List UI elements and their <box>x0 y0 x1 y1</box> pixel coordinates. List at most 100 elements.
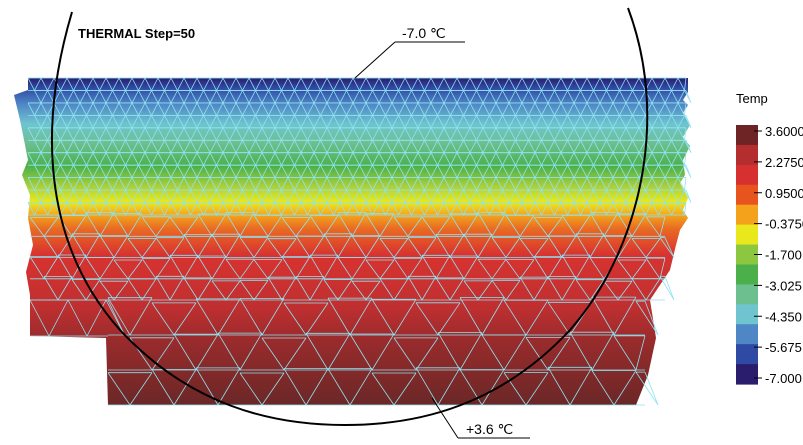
mesh-edge <box>34 177 42 191</box>
mesh-edge <box>92 177 100 191</box>
mesh-edge <box>333 165 341 178</box>
mesh-edge <box>300 102 308 116</box>
mesh-edge <box>476 189 484 203</box>
mesh-edge <box>554 189 562 203</box>
mesh-edge <box>92 115 100 128</box>
mesh-edge <box>528 202 536 216</box>
mesh-edge <box>372 202 380 216</box>
mesh-edge <box>170 90 178 104</box>
mesh-edge <box>170 152 178 166</box>
mesh-edge <box>105 77 113 91</box>
mesh-edge <box>112 102 120 116</box>
mesh-edge <box>573 90 581 104</box>
mesh-edge <box>118 165 126 178</box>
mesh-edge <box>60 90 68 104</box>
mesh-edge <box>586 90 594 104</box>
mesh-edge <box>209 177 217 191</box>
mesh-edge <box>573 115 581 128</box>
mesh-edge <box>463 90 471 104</box>
mesh-edge <box>417 189 425 203</box>
mesh-edge <box>541 90 549 104</box>
mesh-edge <box>619 115 627 128</box>
mesh-edge <box>437 140 445 153</box>
mesh-edge <box>40 165 48 178</box>
mesh-edge <box>157 202 165 216</box>
mesh-edge <box>326 189 334 203</box>
mesh-edge <box>190 90 198 104</box>
mesh-edge <box>671 202 679 216</box>
mesh-edge <box>222 189 230 203</box>
mesh-edge <box>164 127 172 141</box>
mesh-edge <box>170 189 178 203</box>
mesh-edge <box>131 152 139 166</box>
mesh-edge <box>591 331 615 371</box>
legend-tick-label: -0.3750 <box>765 217 803 232</box>
mesh-edge <box>131 90 139 104</box>
mesh-edge <box>404 152 412 166</box>
mesh-edge <box>463 102 471 116</box>
mesh-edge <box>127 213 143 237</box>
mesh-edge <box>307 102 315 116</box>
mesh-edge <box>242 77 250 91</box>
mesh-edge <box>547 217 563 237</box>
mesh-edge <box>645 257 661 280</box>
mesh-edge <box>502 165 510 178</box>
mesh-edge <box>268 102 276 116</box>
mesh-edge <box>385 165 393 178</box>
mesh-edge <box>359 189 367 203</box>
mesh-edge <box>118 189 126 203</box>
legend-title: Temp <box>736 91 768 106</box>
mesh-edge <box>261 127 269 141</box>
mesh-edge <box>60 140 68 153</box>
mesh-edge <box>391 127 399 141</box>
mesh-edge <box>463 213 479 237</box>
mesh-edge <box>99 152 107 166</box>
mesh-edge <box>79 152 87 166</box>
mesh-edge <box>469 140 477 153</box>
mesh-edge <box>651 202 659 216</box>
mesh-edge <box>508 77 516 91</box>
mesh-edge <box>573 202 581 216</box>
mesh-edge <box>528 90 536 104</box>
mesh-edge <box>685 189 692 203</box>
mesh-edge <box>430 189 438 203</box>
mesh-edge <box>112 152 120 166</box>
mesh-edge <box>222 140 230 153</box>
mesh-edge <box>554 140 562 153</box>
mesh-edge <box>248 202 256 216</box>
mesh-edge <box>164 77 172 91</box>
mesh-edge <box>491 237 507 258</box>
mesh-edge <box>300 127 308 141</box>
legend-color-swatch <box>736 125 758 146</box>
mesh-edge <box>222 177 230 191</box>
mesh-edge <box>294 202 302 216</box>
mesh-edge <box>561 254 577 280</box>
mesh-edge <box>287 90 295 104</box>
mesh-edge <box>209 202 217 216</box>
mesh-edge <box>112 165 120 178</box>
mesh-edge <box>378 90 386 104</box>
mesh-edge <box>515 77 523 91</box>
mesh-edge <box>567 127 575 141</box>
mesh-edge <box>190 102 198 116</box>
mesh-edge <box>209 189 217 203</box>
mesh-edge <box>635 300 659 336</box>
mesh-edge <box>593 140 601 153</box>
mesh-edge <box>170 102 178 116</box>
mesh-edge <box>283 368 307 406</box>
mesh-edge <box>268 165 276 178</box>
mesh-edge <box>287 177 295 191</box>
mesh-edge <box>638 77 646 91</box>
mesh-edge <box>482 177 490 191</box>
mesh-edge <box>281 276 297 301</box>
legend-tick-label: 2.2750 <box>765 155 803 170</box>
mesh-edge <box>71 215 87 237</box>
legend-tick-label: -1.700 <box>765 248 802 263</box>
mesh-edge <box>619 77 627 91</box>
mesh-edge <box>404 165 412 178</box>
mesh-edge <box>503 372 527 406</box>
mesh-edge <box>281 189 289 203</box>
mesh-edge <box>66 115 74 128</box>
mesh-edge <box>235 77 243 91</box>
mesh-edge <box>541 115 549 128</box>
